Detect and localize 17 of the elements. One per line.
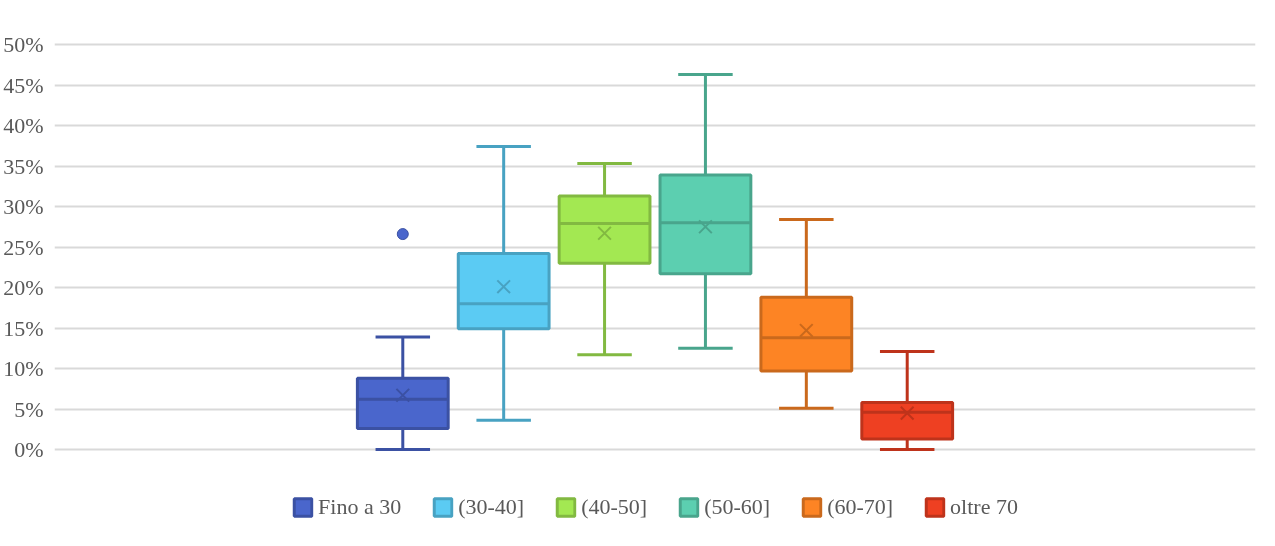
y-tick-label: 45% [3, 72, 44, 98]
y-tick-label: 10% [3, 356, 44, 382]
legend-label: (40-50] [581, 494, 648, 520]
y-tick-label: 30% [3, 194, 44, 220]
y-tick-label: 20% [3, 275, 44, 301]
y-tick-label: 25% [3, 234, 44, 260]
y-tick-label: 50% [3, 32, 44, 58]
y-tick-label: 35% [3, 153, 44, 179]
legend-label: Fino a 30 [318, 494, 402, 520]
legend-label: oltre 70 [950, 494, 1018, 520]
legend-label: (30-40] [458, 494, 525, 520]
y-tick-label: 40% [3, 113, 44, 139]
legend-label: (60-70] [827, 494, 894, 520]
legend-label: (50-60] [704, 494, 771, 520]
y-tick-label: 15% [3, 315, 44, 341]
y-tick-label: 0% [14, 437, 44, 463]
y-tick-label: 5% [14, 396, 44, 422]
